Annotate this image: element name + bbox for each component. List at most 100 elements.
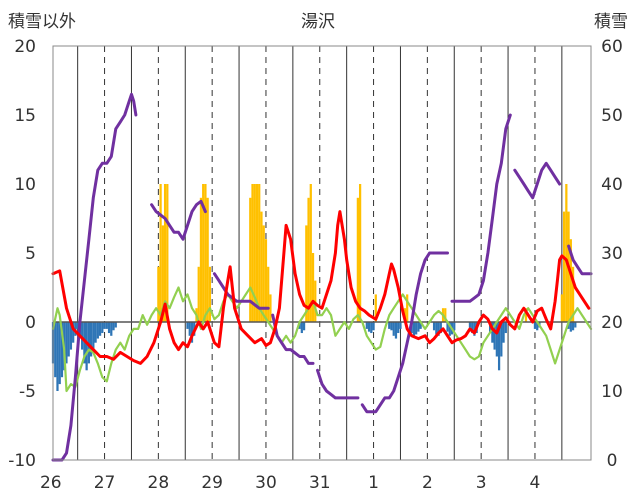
precipitation-bar [161,225,164,322]
precipitation-bar [565,184,568,322]
line-series [51,92,593,462]
anomaly-bar [536,322,539,331]
diff-line [51,286,593,393]
precipitation-bar [260,211,263,322]
anomaly-bar [372,322,375,331]
precipitation-bar [253,184,256,322]
right-tick-label: 60 [601,37,623,57]
anomaly-bar [493,322,496,350]
precipitation-bar [258,184,261,322]
anomaly-bar [388,322,391,329]
day-label: 1 [368,473,379,493]
right-axis-ticks: 0 10 20 30 40 50 60 [601,37,623,471]
anomaly-bar [392,322,395,336]
anomaly-bar [370,322,373,334]
left-tick-label: -10 [8,451,36,471]
anomaly-bar [98,322,102,336]
anomaly-bar [65,322,68,364]
precipitation-bar [571,266,575,322]
anomaly-bar [190,322,194,343]
anomaly-bar [419,322,422,329]
anomaly-bar [302,322,306,331]
left-tick-label: 20 [14,37,36,57]
anomaly-bar [495,322,498,357]
anomaly-bar [574,322,577,328]
day-label: 2 [422,473,433,493]
precipitation-bar [267,266,270,322]
anomaly-bar [94,322,97,343]
anomaly-bar [435,322,438,335]
anomaly-bar [58,322,61,385]
precipitation-bar [204,184,207,322]
anomaly-bar [415,322,418,335]
anomaly-bar [497,322,501,371]
right-axis-title: 積雪 [594,12,628,32]
temperature-line [51,210,591,365]
precipitation-bar [307,197,310,322]
precipitation-bar [208,266,212,322]
precipitation-bar [251,184,254,322]
snow_depth-line [450,113,512,303]
anomaly-bar [114,322,117,328]
precipitation-bar [264,239,268,322]
precipitation-bar [524,308,528,322]
anomaly-bar [448,322,451,336]
precipitation-bar [249,197,252,322]
right-tick-label: 20 [601,313,623,333]
day-label: 26 [40,473,62,493]
day-label: 30 [255,473,277,493]
left-tick-label: 0 [25,313,36,333]
precipitation-bar [309,184,312,322]
anomaly-bar [69,322,73,350]
anomaly-bar [397,322,400,334]
precipitation-bar [262,225,265,322]
anomaly-bar [412,322,416,336]
anomaly-bar [76,322,79,329]
anomaly-bar [446,322,449,332]
anomaly-bar [300,322,303,334]
anomaly-bar [399,322,402,329]
anomaly-bar [107,322,111,334]
precipitation-bar [356,197,359,322]
anomaly-bar [81,322,84,350]
anomaly-bar [453,322,456,331]
anomaly-bar [87,322,90,364]
plot-frame [52,45,592,461]
anomaly-bar [365,322,368,329]
precipitation-bar [305,225,308,322]
anomaly-bar [439,322,442,334]
anomaly-bar [83,322,86,364]
chart-title: 湯沢 [301,12,335,32]
anomaly-bar [468,322,472,328]
anomaly-bar [96,322,99,339]
anomaly-bar [89,322,93,357]
right-tick-label: 10 [601,382,623,402]
anomaly-bar [188,322,191,336]
anomaly-bar [67,322,70,357]
anomaly-bar [92,322,95,350]
precipitation-bar [311,253,315,322]
left-axis-ticks: -10 -5 0 5 10 15 20 [8,37,36,471]
anomaly-bar [533,322,537,329]
precipitation-bar [562,211,566,322]
anomaly-bar [471,322,474,334]
snow_depth-line [212,272,270,310]
precipitation-bar [314,280,317,322]
precipitation-bar [199,197,203,322]
anomaly-bar [60,322,64,378]
anomaly-bar [74,322,77,336]
anomaly-bar [473,322,476,336]
precipitation-bar [358,184,362,322]
precipitation-bar [163,184,167,322]
right-tick-label: 50 [601,106,623,126]
anomaly-bar [72,322,75,343]
precipitation-bar [269,294,272,322]
left-tick-label: 10 [14,175,36,195]
anomaly-bar [186,322,189,329]
anomaly-bar [103,322,106,329]
precipitation-bar [406,294,409,322]
precipitation-bar [444,308,447,322]
anomaly-bar [105,322,108,329]
precipitation-bar [374,294,377,322]
